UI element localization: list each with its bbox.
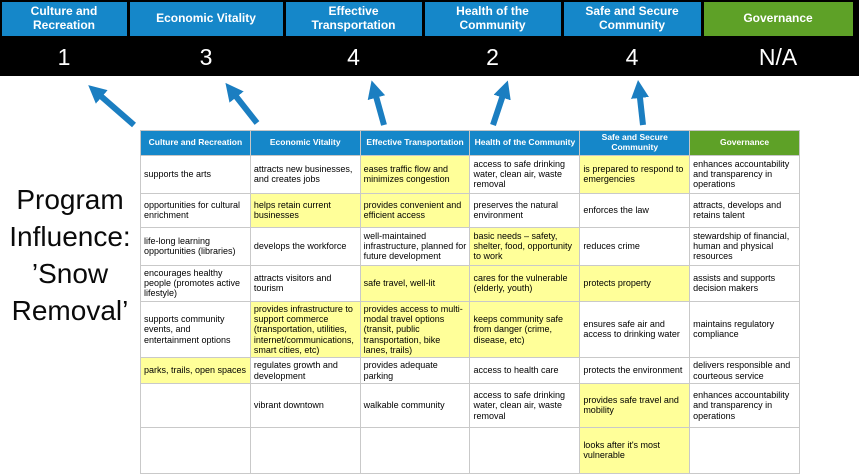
table-col-header-0: Culture and Recreation [140,130,251,156]
influence-matrix-wrap: Culture and Recreation Economic Vitality E… [140,130,800,474]
table-col-header-5: Governance [689,130,800,156]
scorecard-score-5: N/A [758,43,798,70]
influence-cell: delivers responsible and courteous servi… [689,357,800,384]
influence-cell: ensures safe air and access to drinking … [579,300,691,359]
influence-cell: provides adequate parking [359,357,471,384]
table-row-5: parks, trails, open spaces regulates grow… [140,357,800,384]
influence-table: Culture and Recreation Economic Vitality E… [140,130,800,474]
scoreboard: Culture and Recreation Economic Vitality E… [0,0,859,76]
influence-cell: access to health care [469,357,581,384]
influence-cell: basic needs – safety, shelter, food, opp… [469,226,581,266]
influence-cell: protects property [579,264,691,302]
influence-cell: regulates growth and development [249,357,361,384]
influence-cell: provides infrastructure to support comme… [249,300,361,359]
arrows-layer [88,80,649,128]
influence-cell [689,426,800,474]
influence-cell: supports the arts [140,154,251,194]
scorecard-score-1: 3 [199,43,213,70]
scorecard-category-5: Governance [703,2,853,36]
table-row-3: encourages healthy people (promotes acti… [140,264,800,302]
influence-cell: attracts visitors and tourism [249,264,361,302]
table-col-header-2: Effective Transportation [359,130,471,156]
influence-cell: reduces crime [579,226,691,266]
influence-cell: cares for the vulnerable (elderly, youth… [469,264,581,302]
scorecard-headers: Culture and Recreation Economic Vitality E… [0,0,859,38]
scorecard-category-3: Health of the Community [424,2,561,36]
influence-cell: helps retain current businesses [249,192,361,228]
influence-cell: develops the workforce [249,226,361,266]
influence-cell: enforces the law [579,192,691,228]
table-row-1: opportunities for cultural enrichment hel… [140,192,800,228]
influence-cell: provides convenient and efficient access [359,192,471,228]
program-influence-label: Program Influence: ’Snow Removal’ [9,184,131,326]
influence-arrow-5 [631,80,649,126]
influence-cell: safe travel, well-lit [359,264,471,302]
influence-cell: opportunities for cultural enrichment [140,192,251,228]
influence-cell: enhances accountability and transparency… [689,154,800,194]
influence-arrow-1 [88,85,136,128]
influence-cell: provides safe travel and mobility [579,382,691,428]
influence-cell [249,426,361,474]
scorecard-category-0: Culture and Recreation [1,2,127,36]
table-row-6: vibrant downtown walkable community access… [140,382,800,428]
scorecard-score-0: 1 [57,43,71,70]
table-body: supports the arts attracts new businesses… [140,154,800,474]
table-row-0: supports the arts attracts new businesses… [140,154,800,194]
influence-cell: stewardship of financial, human and phys… [689,226,800,266]
influence-cell: enhances accountability and transparency… [689,382,800,428]
table-row-4: supports community events, and entertain… [140,300,800,359]
influence-cell [140,382,251,428]
influence-cell: life-long learning opportunities (librar… [140,226,251,266]
influence-cell: access to safe drinking water, clean air… [469,154,581,194]
scorecard-category-1: Economic Vitality [129,2,283,36]
table-col-header-4: Safe and Secure Community [579,130,691,156]
influence-cell: parks, trails, open spaces [140,357,251,384]
influence-cell: attracts, develops and retains talent [689,192,800,228]
influence-cell: encourages healthy people (promotes acti… [140,264,251,302]
influence-arrow-2 [225,82,260,125]
influence-cell: keeps community safe from danger (crime,… [469,300,581,359]
influence-arrow-4 [490,80,511,126]
influence-cell: maintains regulatory compliance [689,300,800,359]
table-row-7: looks after it's most vulnerable [140,426,800,474]
table-row-2: life-long learning opportunities (librar… [140,226,800,266]
influence-cell: vibrant downtown [249,382,361,428]
scorecard-category-2: Effective Transportation [285,2,422,36]
influence-cell: supports community events, and entertain… [140,300,251,359]
table-head: Culture and Recreation Economic Vitality E… [140,130,800,156]
influence-cell: access to safe drinking water, clean air… [469,382,581,428]
influence-arrow-3 [367,80,387,126]
scorecard-category-4: Safe and Secure Community [563,2,701,36]
influence-cell: protects the environment [579,357,691,384]
influence-cell: assists and supports decision makers [689,264,800,302]
influence-cell: provides access to multi-modal travel op… [359,300,471,359]
influence-cell [140,426,251,474]
influence-cell: preserves the natural environment [469,192,581,228]
influence-cell: is prepared to respond to emergencies [579,154,691,194]
scorecard-scores: 1 3 4 2 4 N/A [0,38,859,76]
scorecard-score-2: 4 [347,43,360,70]
influence-cell: walkable community [359,382,471,428]
influence-cell: attracts new businesses, and creates job… [249,154,361,194]
scorecard-score-3: 2 [486,43,499,70]
influence-cell [469,426,581,474]
table-header-row: Culture and Recreation Economic Vitality E… [140,130,800,156]
table-col-header-1: Economic Vitality [249,130,361,156]
table-col-header-3: Health of the Community [469,130,581,156]
scorecard-score-4: 4 [625,43,639,70]
influence-cell: eases traffic flow and minimizes congest… [359,154,471,194]
influence-cell: well-maintained infrastructure, planned … [359,226,471,266]
influence-cell: looks after it's most vulnerable [579,426,691,474]
influence-cell [359,426,471,474]
